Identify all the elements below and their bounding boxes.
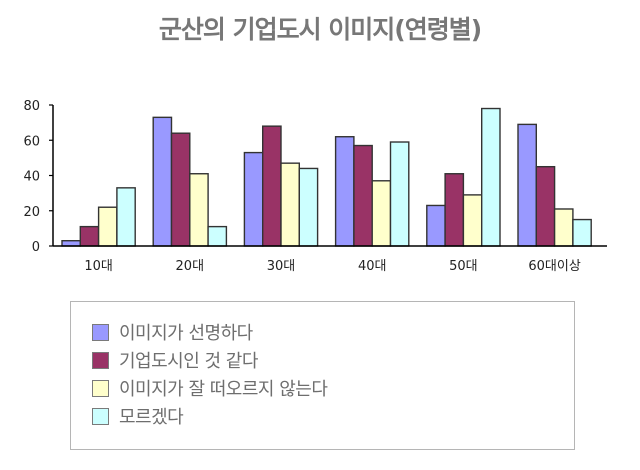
y-tick-label: 80 <box>23 99 40 114</box>
legend-swatch-icon <box>92 407 109 425</box>
legend-swatch-icon <box>92 351 109 369</box>
legend-swatch-icon <box>92 379 109 397</box>
bar <box>262 125 282 247</box>
bar <box>517 123 537 247</box>
x-tick-label: 20대 <box>176 259 205 274</box>
x-tick-label: 60대이상 <box>528 259 580 274</box>
bar <box>152 116 173 247</box>
bar <box>207 225 228 247</box>
bar <box>243 151 264 247</box>
y-tick-label: 0 <box>32 240 40 255</box>
bar <box>572 218 592 247</box>
y-tick-label: 60 <box>23 134 40 149</box>
bar <box>189 173 209 247</box>
legend-label: 모르겠다 <box>119 407 184 428</box>
bar-chart: 10대 20대 30대 40대 50대 60대이상 0 20 40 60 80 <box>23 99 607 274</box>
bar <box>353 144 373 247</box>
legend-item: 모르겠다 <box>92 404 184 428</box>
bar <box>444 173 465 247</box>
bar <box>116 187 136 247</box>
bar <box>334 136 355 247</box>
legend-label: 이미지가 잘 떠오르지 않는다 <box>119 379 328 400</box>
legend-item: 이미지가 선명하다 <box>92 320 253 344</box>
bar <box>280 162 300 247</box>
legend-label: 기업도시인 것 같다 <box>119 351 258 372</box>
bar <box>389 141 410 247</box>
x-tick-label: 10대 <box>84 259 113 274</box>
bar <box>553 208 574 247</box>
bar <box>97 206 118 247</box>
bar <box>462 194 483 247</box>
bar <box>426 204 446 247</box>
bar <box>371 180 392 247</box>
y-tick-label: 20 <box>23 205 40 220</box>
legend-item: 이미지가 잘 떠오르지 않는다 <box>92 376 328 400</box>
bar <box>535 165 556 247</box>
bar <box>298 167 319 247</box>
x-tick-label: 50대 <box>449 259 478 274</box>
y-tick-label: 40 <box>23 170 40 185</box>
legend-swatch-icon <box>92 323 109 341</box>
bar <box>79 225 100 247</box>
x-tick-label: 40대 <box>358 259 387 274</box>
bar <box>481 107 501 247</box>
chart-title: 군산의 기업도시 이미지(연령별) <box>158 15 482 44</box>
bar <box>61 240 81 247</box>
legend-label: 이미지가 선명하다 <box>119 323 253 344</box>
legend-item: 기업도시인 것 같다 <box>92 348 258 372</box>
bar <box>170 132 191 247</box>
chart-legend: 이미지가 선명하다 기업도시인 것 같다 이미지가 잘 떠오르지 않는다 모르겠… <box>70 301 575 450</box>
x-tick-label: 30대 <box>267 259 296 274</box>
